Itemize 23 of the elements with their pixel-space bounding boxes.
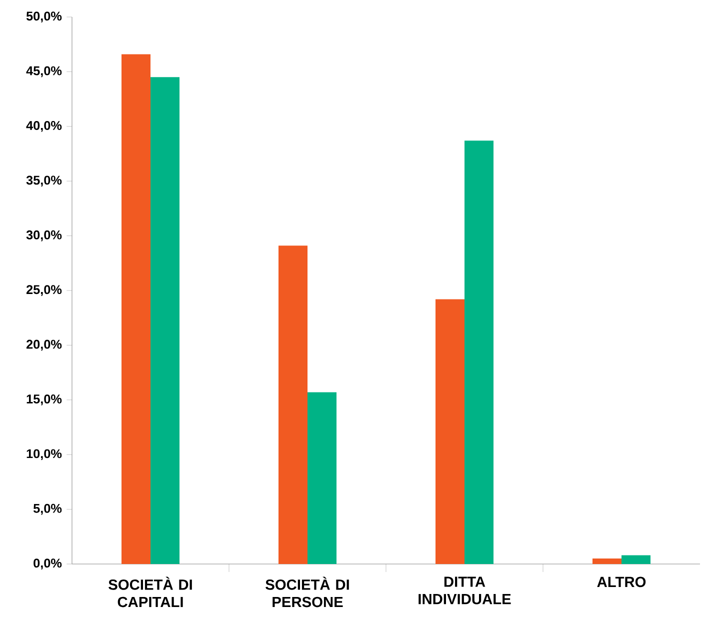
y-tick-label: 10,0%: [26, 449, 62, 460]
x-tick-label: ALTRO: [597, 576, 646, 588]
x-tick-label: DITTA INDIVIDUALE: [418, 576, 511, 604]
x-tick-label: SOCIETÀ DI CAPITALI: [108, 576, 192, 608]
y-tick-label: 15,0%: [26, 394, 62, 406]
bar: [150, 77, 180, 564]
y-tick-label: 50,0%: [26, 12, 62, 22]
bar: [278, 246, 308, 564]
y-tick-label: 45,0%: [26, 66, 62, 78]
bar: [464, 140, 494, 564]
bar: [122, 54, 150, 564]
bar: [436, 299, 464, 564]
bar: [308, 392, 336, 564]
y-tick-label: 30,0%: [26, 230, 62, 242]
bar: [622, 555, 650, 564]
y-tick-label: 35,0%: [26, 176, 62, 187]
y-tick-label: 5,0%: [33, 504, 62, 515]
y-tick-label: 25,0%: [26, 285, 62, 296]
x-tick-label: SOCIETÀ DI PERSONE: [266, 576, 349, 608]
y-tick-label: 0,0%: [34, 558, 62, 570]
bar: [592, 558, 622, 564]
y-tick-label: 20,0%: [26, 340, 62, 351]
y-tick-label: 40,0%: [26, 120, 62, 132]
